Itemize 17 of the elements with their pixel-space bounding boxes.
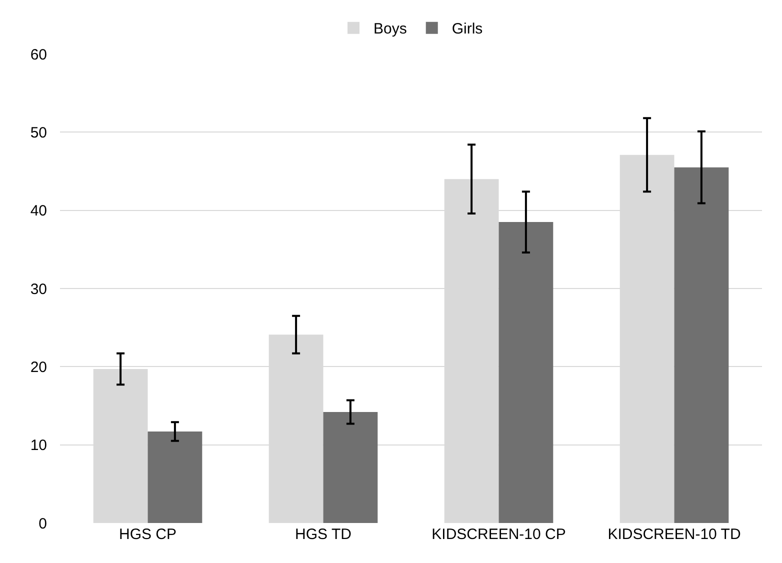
bar (674, 167, 729, 523)
y-tick-label: 0 (38, 515, 47, 532)
y-tick-label: 20 (30, 358, 47, 376)
y-tick-label: 30 (30, 280, 47, 298)
x-tick-label: KIDSCREEN-10 CP (432, 526, 566, 543)
y-tick-label: 10 (30, 437, 47, 454)
y-tick-label: 60 (30, 46, 47, 64)
y-tick-label: 50 (30, 124, 47, 142)
legend-label: Boys (374, 20, 407, 38)
x-tick-label: HGS CP (118, 526, 177, 543)
x-tick-label: KIDSCREEN-10 TD (608, 526, 741, 543)
bar (498, 222, 554, 523)
x-tick-label: HGS TD (295, 526, 352, 543)
bar (148, 432, 202, 523)
legend-label: Girls (452, 20, 483, 38)
y-tick-label: 40 (30, 202, 47, 220)
bar (323, 412, 378, 523)
